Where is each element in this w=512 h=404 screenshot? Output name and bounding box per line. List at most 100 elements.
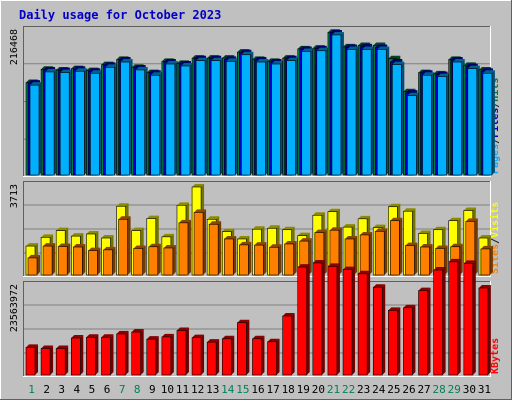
bar-hits-pages-day-22-top [347, 46, 360, 50]
bar-kbytes-kbytes-day-10-top [161, 333, 174, 337]
bar-kbytes-kbytes-day-16-top [252, 335, 265, 339]
bar-visits-sites-day-31 [480, 248, 491, 276]
bar-visits-visits-day-18-top [282, 226, 295, 230]
bar-visits-visits-day-22-top [343, 224, 356, 228]
bar-kbytes-kbytes-day-31-side [487, 284, 491, 375]
bar-visits-sites-day-15-side [248, 241, 252, 275]
day-label-14: 14 [221, 383, 235, 396]
bar-kbytes-kbytes-day-14 [221, 338, 232, 376]
bar-visits-visits-day-27-top [418, 230, 431, 234]
bar-visits-sites-day-1-side [37, 254, 40, 275]
bar-kbytes-kbytes-day-13-top [207, 339, 220, 343]
bar-kbytes-kbytes-day-31 [478, 287, 489, 376]
bar-hits-pages-day-24-top [377, 46, 390, 50]
day-label-13: 13 [206, 383, 219, 396]
bar-kbytes-kbytes-day-27-side [427, 287, 431, 375]
bar-visits-sites-day-13-side [218, 221, 222, 275]
bar-hits-pages-day-21 [331, 34, 342, 176]
bar-hits-pages-day-11 [180, 65, 191, 176]
bar-kbytes-kbytes-day-27-top [418, 287, 431, 291]
bar-visits-visits-day-13-top [207, 216, 220, 220]
bar-hits-pages-day-2-top [45, 68, 58, 72]
bar-kbytes-kbytes-day-21-side [336, 263, 340, 375]
bar-kbytes-kbytes-day-7-side [125, 330, 129, 375]
bar-kbytes-kbytes-day-2-side [50, 345, 54, 375]
bar-visits-sites-day-17 [269, 246, 279, 276]
bar-kbytes-kbytes-day-20-side [321, 259, 325, 375]
bar-visits-sites-day-14-side [233, 235, 237, 275]
bar-visits-sites-day-21-top [329, 227, 342, 231]
day-label-7: 7 [119, 383, 126, 396]
bar-hits-pages-day-17-top [271, 61, 284, 65]
bar-hits-pages-day-21-top [331, 31, 344, 35]
bar-visits-sites-day-10-side [172, 244, 176, 275]
bar-kbytes-kbytes-day-30 [463, 263, 474, 376]
legend-entry: Pages [490, 144, 501, 174]
day-label-26: 26 [402, 383, 415, 396]
bar-hits-pages-day-1 [29, 84, 40, 176]
bar-hits-pages-day-5-top [90, 70, 103, 74]
bar-kbytes-kbytes-day-20 [312, 262, 323, 376]
bar-kbytes-kbytes-day-13 [206, 341, 217, 376]
bar-hits-pages-day-8 [135, 69, 145, 176]
bar-visits-sites-day-24 [374, 231, 385, 276]
bar-kbytes-kbytes-day-26 [403, 307, 413, 376]
bar-visits-sites-day-7 [118, 219, 128, 276]
bar-hits-pages-day-17 [271, 63, 281, 176]
day-label-19: 19 [297, 383, 310, 396]
day-label-16: 16 [251, 383, 264, 396]
panel-kbytes-legend: KBytes [490, 338, 501, 374]
bar-kbytes-kbytes-day-28-side [442, 267, 446, 375]
bar-kbytes-kbytes-day-6 [101, 336, 111, 376]
bar-kbytes-kbytes-day-21-top [327, 263, 340, 267]
bar-visits-sites-day-17-top [269, 244, 282, 248]
bar-hits-pages-day-22 [346, 49, 357, 176]
bar-visits-visits-day-11-top [176, 202, 189, 206]
bar-hits-pages-day-18-top [286, 57, 299, 61]
bar-visits-sites-day-29-top [450, 243, 463, 247]
day-label-27: 27 [417, 383, 430, 396]
bar-visits-sites-day-16 [254, 244, 264, 276]
bar-visits-sites-day-21-side [338, 227, 342, 275]
day-label-17: 17 [266, 383, 279, 396]
bar-visits-sites-day-9 [148, 246, 159, 276]
bar-visits-visits-day-26-top [403, 208, 416, 212]
day-label-23: 23 [357, 383, 370, 396]
bar-visits-visits-day-8-top [131, 227, 144, 231]
day-label-31: 31 [478, 383, 491, 396]
bar-visits-sites-day-10 [163, 247, 174, 276]
bar-kbytes-kbytes-day-8-side [140, 329, 144, 375]
bar-kbytes-kbytes-day-27 [418, 290, 428, 376]
bar-hits-pages-day-3 [59, 72, 70, 176]
bar-hits-pages-day-14 [225, 61, 236, 176]
bar-visits-sites-day-8-top [133, 245, 146, 249]
bar-visits-sites-day-1-top [28, 254, 40, 258]
bar-kbytes-kbytes-day-19 [297, 266, 308, 376]
bar-kbytes-kbytes-day-16-side [261, 335, 265, 375]
legend-entry: / [490, 138, 501, 144]
bar-visits-sites-day-7-top [118, 216, 131, 220]
bar-hits-pages-day-26-top [407, 92, 420, 96]
bar-hits-pages-day-19-top [301, 48, 314, 52]
bar-kbytes-kbytes-day-25-top [388, 307, 401, 311]
bar-visits-sites-day-24-side [384, 228, 388, 275]
bar-hits-pages-day-10 [165, 63, 176, 176]
bar-visits-sites-day-31-side [489, 245, 493, 275]
bar-hits-pages-day-13 [210, 60, 221, 176]
bar-visits-visits-day-9-top [146, 215, 159, 219]
bar-hits-pages-day-23 [361, 49, 372, 176]
bar-kbytes-kbytes-day-11 [176, 330, 187, 376]
bar-hits-pages-day-27-top [422, 72, 435, 76]
bar-kbytes-kbytes-day-4 [70, 337, 81, 376]
bar-kbytes-kbytes-day-25 [388, 310, 398, 376]
bar-visits-sites-day-11-side [187, 219, 191, 275]
bar-visits-sites-day-16-top [254, 242, 267, 246]
bar-visits-sites-day-11 [178, 222, 189, 276]
bar-hits-pages-day-25-top [392, 61, 405, 65]
bar-visits-sites-day-25-top [390, 217, 403, 221]
bar-visits-sites-day-26-side [414, 242, 418, 275]
bar-visits-visits-day-2-top [41, 234, 54, 238]
bar-hits-pages-day-30 [467, 68, 478, 176]
panel-hits-scale-label: 216468 [9, 29, 20, 65]
